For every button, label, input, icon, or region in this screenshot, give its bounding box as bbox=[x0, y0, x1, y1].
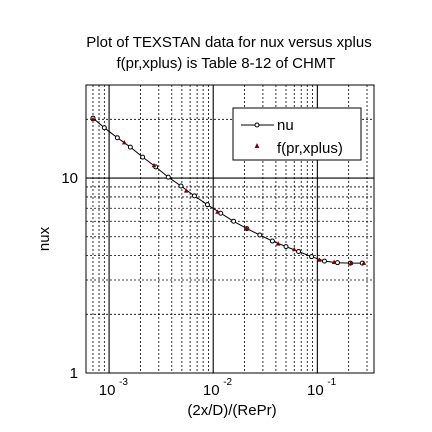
series-nu-point bbox=[140, 154, 146, 160]
series-nu-point bbox=[269, 238, 275, 244]
y-tick-label: 1 bbox=[70, 365, 78, 382]
grid bbox=[85, 85, 374, 373]
y-axis-label: nux bbox=[36, 226, 53, 251]
chart-title: Plot of TEXSTAN data for nux versus xplu… bbox=[86, 34, 371, 51]
x-axis-label: (2x/D)/(RePr) bbox=[187, 402, 276, 419]
x-tick-label: 10 bbox=[307, 382, 324, 399]
series-nu-point bbox=[165, 174, 171, 180]
series-f-point bbox=[275, 241, 281, 246]
series-layer bbox=[90, 115, 367, 266]
y-axis-ticks: 1 10 bbox=[61, 170, 78, 382]
legend-nu-label: nu bbox=[277, 117, 294, 134]
series-nu-point bbox=[231, 218, 237, 224]
series-nu-point bbox=[178, 183, 184, 189]
x-tick-exponent: -3 bbox=[119, 377, 128, 388]
series-nu-point bbox=[101, 125, 107, 131]
plot-area bbox=[85, 84, 375, 374]
series-nu-point bbox=[204, 202, 210, 208]
series-nu-point bbox=[257, 232, 263, 238]
series-f-point bbox=[151, 162, 157, 168]
legend-f-label: f(pr,xplus) bbox=[277, 140, 343, 157]
series-f-point bbox=[317, 257, 322, 262]
x-tick-label: 10 bbox=[99, 382, 116, 399]
legend-box bbox=[232, 107, 362, 161]
y-tick-label: 10 bbox=[61, 170, 78, 187]
series-f-point bbox=[183, 188, 189, 193]
series-nu-point bbox=[283, 244, 289, 250]
series-nu-point bbox=[127, 144, 133, 150]
series-f-point bbox=[90, 116, 96, 122]
series-nu-point bbox=[309, 254, 315, 260]
x-tick-label: 10 bbox=[203, 382, 220, 399]
series-f-point bbox=[331, 259, 337, 265]
legend: nu f(pr,xplus) bbox=[232, 107, 362, 161]
series-nu-point bbox=[321, 258, 327, 264]
legend-nu-marker bbox=[254, 122, 260, 128]
series-nu-point bbox=[191, 193, 197, 199]
series-nu-line bbox=[92, 117, 363, 264]
series-f-point bbox=[291, 246, 297, 252]
series-f-point bbox=[361, 260, 367, 265]
chart-subtitle: f(pr,xplus) is Table 8-12 of CHMT bbox=[117, 55, 336, 72]
legend-f-marker bbox=[254, 143, 260, 148]
series-f-point bbox=[215, 209, 220, 214]
series-f-point bbox=[122, 139, 127, 145]
series-nu-point bbox=[296, 248, 302, 254]
x-axis-ticks: 10 -3 10 -2 10 -1 bbox=[99, 377, 337, 399]
x-tick-exponent: -2 bbox=[223, 377, 232, 388]
series-nu-point bbox=[114, 135, 120, 141]
series-nu-point bbox=[334, 260, 340, 266]
series-f-point bbox=[244, 226, 250, 231]
x-tick-exponent: -1 bbox=[327, 377, 336, 388]
series-f-point bbox=[348, 260, 354, 265]
